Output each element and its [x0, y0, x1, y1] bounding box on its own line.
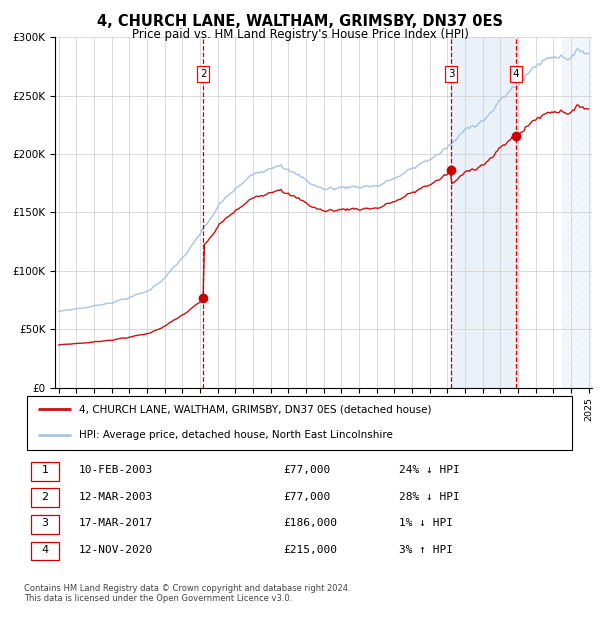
FancyBboxPatch shape [31, 515, 59, 534]
Bar [451, 37, 518, 387]
Text: 28% ↓ HPI: 28% ↓ HPI [400, 492, 460, 502]
FancyBboxPatch shape [31, 489, 59, 507]
Text: 4, CHURCH LANE, WALTHAM, GRIMSBY, DN37 0ES (detached house): 4, CHURCH LANE, WALTHAM, GRIMSBY, DN37 0… [79, 404, 432, 414]
Text: 3: 3 [41, 518, 49, 528]
Text: 1: 1 [41, 465, 49, 476]
Text: 4, CHURCH LANE, WALTHAM, GRIMSBY, DN37 0ES: 4, CHURCH LANE, WALTHAM, GRIMSBY, DN37 0… [97, 14, 503, 29]
Text: 3% ↑ HPI: 3% ↑ HPI [400, 545, 454, 555]
Text: Price paid vs. HM Land Registry's House Price Index (HPI): Price paid vs. HM Land Registry's House … [131, 28, 469, 41]
Bar [562, 37, 598, 387]
Text: 24% ↓ HPI: 24% ↓ HPI [400, 465, 460, 476]
Text: 2: 2 [200, 69, 207, 79]
Text: 4: 4 [41, 545, 49, 555]
Text: 1% ↓ HPI: 1% ↓ HPI [400, 518, 454, 528]
Text: 4: 4 [512, 69, 519, 79]
FancyBboxPatch shape [31, 462, 59, 480]
Text: 17-MAR-2017: 17-MAR-2017 [79, 518, 154, 528]
Text: £186,000: £186,000 [283, 518, 337, 528]
Text: 12-NOV-2020: 12-NOV-2020 [79, 545, 154, 555]
Text: 2: 2 [41, 492, 49, 502]
Text: Contains HM Land Registry data © Crown copyright and database right 2024.
This d: Contains HM Land Registry data © Crown c… [24, 584, 350, 603]
Text: 3: 3 [448, 69, 454, 79]
Text: £77,000: £77,000 [283, 492, 331, 502]
FancyBboxPatch shape [31, 542, 59, 560]
Text: 10-FEB-2003: 10-FEB-2003 [79, 465, 154, 476]
Text: 12-MAR-2003: 12-MAR-2003 [79, 492, 154, 502]
Text: HPI: Average price, detached house, North East Lincolnshire: HPI: Average price, detached house, Nort… [79, 430, 393, 440]
Text: £215,000: £215,000 [283, 545, 337, 555]
Text: £77,000: £77,000 [283, 465, 331, 476]
FancyBboxPatch shape [27, 396, 572, 450]
